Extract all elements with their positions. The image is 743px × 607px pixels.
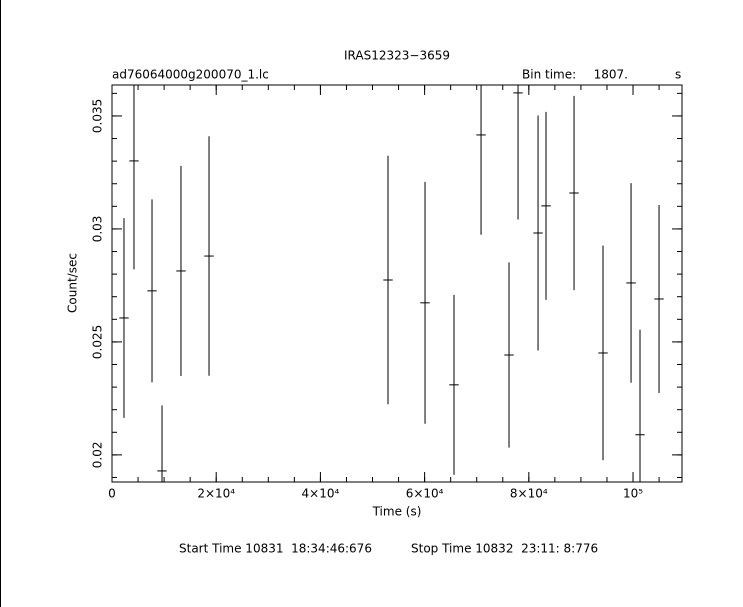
x-tick-label: 0: [108, 487, 116, 501]
file-label: ad76064000g200070_1.lc: [112, 68, 269, 82]
x-tick-label: 6×10⁴: [406, 487, 444, 501]
stop-time: Stop Time 10832 23:11: 8:776: [411, 542, 598, 556]
x-axis-label: Time (s): [372, 505, 422, 519]
x-tick-label: 8×10⁴: [510, 487, 548, 501]
y-tick-label: 0.035: [91, 99, 105, 133]
chart-title: IRAS12323−3659: [344, 49, 450, 63]
y-tick-label: 0.025: [91, 325, 105, 359]
start-time: Start Time 10831 18:34:46:676: [179, 542, 372, 556]
x-tick-label: 4×10⁴: [302, 487, 340, 501]
bin-time: 1807.: [594, 68, 628, 82]
y-axis-label: Count/sec: [66, 253, 80, 313]
x-tick-label: 2×10⁴: [197, 487, 235, 501]
y-tick-label: 0.03: [91, 216, 105, 243]
plot-frame: [111, 84, 683, 483]
y-tick-label: 0.02: [91, 442, 105, 469]
bin-time-unit: s: [675, 68, 681, 82]
x-tick-label: 10⁵: [623, 487, 643, 501]
bin-time-caption: Bin time:: [522, 68, 576, 82]
